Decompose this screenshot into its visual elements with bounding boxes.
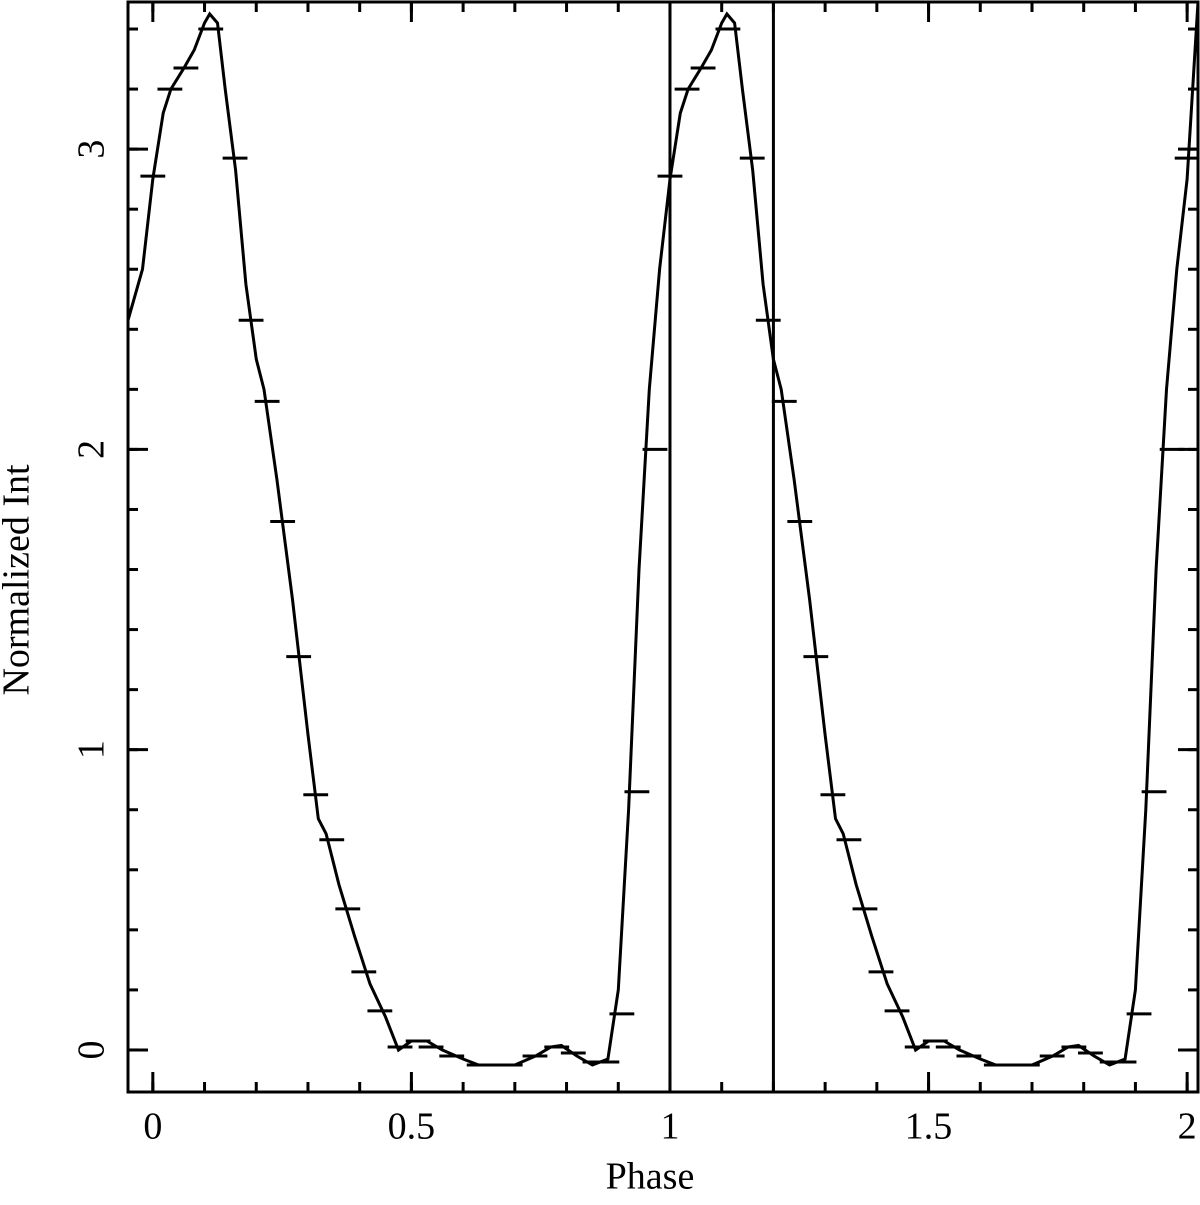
y-tick-label: 1 — [71, 740, 113, 759]
plot-frame — [126, 0, 1200, 1094]
x-axis-title: Phase — [606, 1156, 695, 1198]
x-tick-label: 2 — [1178, 1106, 1197, 1148]
y-tick-label: 0 — [71, 1040, 113, 1059]
x-tick-label: 0 — [143, 1106, 162, 1148]
y-tick-label: 2 — [71, 440, 113, 459]
x-tick-label: 0.5 — [388, 1106, 436, 1148]
x-tick-label: 1 — [660, 1106, 679, 1148]
y-axis-title: Normalized Int — [0, 464, 38, 696]
x-tick-label: 1.5 — [905, 1106, 953, 1148]
y-tick-label: 3 — [71, 140, 113, 159]
profile-line — [128, 2, 1198, 1067]
